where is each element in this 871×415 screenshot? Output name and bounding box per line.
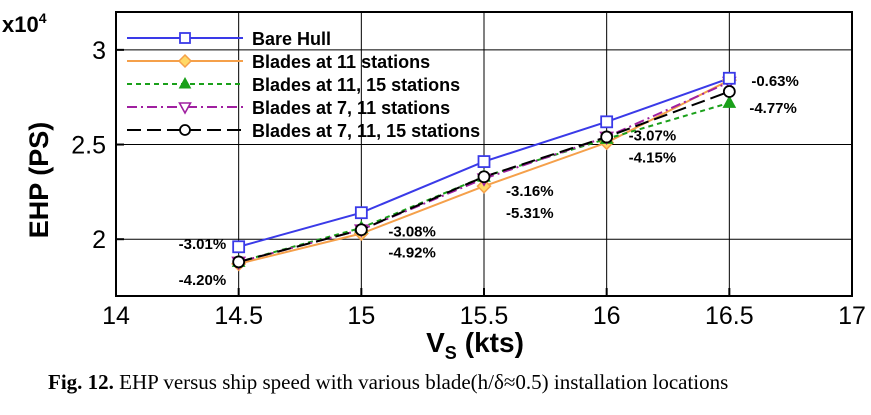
annotation-layer: -3.01% -4.20% -3.08% -4.92% -3.16% -5.31% -3.0… — [179, 73, 799, 289]
percent-annotation: -4.77% — [749, 100, 797, 117]
data-point — [600, 130, 614, 144]
legend-label: Blades at 7, 11 stations — [252, 98, 450, 118]
y-axis-label: EHP (PS) — [24, 122, 54, 239]
legend-marker — [178, 76, 192, 89]
percent-annotation: -4.92% — [388, 245, 436, 262]
percent-annotation: -4.15% — [629, 150, 677, 167]
data-point — [600, 115, 614, 129]
legend-marker — [178, 102, 192, 115]
x-tick-label: 15.5 — [460, 302, 509, 330]
x-tick-label: 14.5 — [214, 302, 263, 330]
x-axis-label: VS (kts) — [426, 327, 524, 363]
series-line — [238, 101, 730, 263]
data-point — [722, 71, 736, 85]
marker-layer — [231, 71, 737, 272]
legend-marker — [179, 32, 191, 44]
y-tick-label: 2 — [92, 226, 106, 254]
figure-caption: Fig. 12. EHP versus ship speed with vari… — [48, 370, 848, 395]
legend-label: Blades at 7, 11, 15 stations — [252, 121, 480, 141]
caption-label: Fig. 12. — [48, 370, 114, 394]
legend-label: Blades at 11, 15 stations — [252, 75, 460, 95]
percent-annotation: -3.08% — [388, 224, 436, 241]
percent-annotation: -3.01% — [179, 236, 227, 253]
legend-marker — [177, 53, 193, 69]
y-multiplier: x104 — [2, 10, 47, 37]
x-tick-label: 17 — [838, 302, 866, 330]
x-tick-label: 16 — [593, 302, 621, 330]
x-tick-label: 14 — [102, 302, 130, 330]
x-tick-label: 16.5 — [705, 302, 754, 330]
legend-marker — [179, 124, 191, 136]
legend-label: Blades at 11 stations — [252, 52, 430, 72]
data-point — [477, 170, 491, 184]
data-point — [354, 206, 368, 220]
legend: Bare Hull Blades at 11 stations Blades at … — [127, 29, 480, 141]
y-tick-label: 2.5 — [71, 132, 106, 160]
data-point — [722, 85, 736, 98]
x-tick-label: 15 — [347, 302, 375, 330]
tick-layer: 14 14.5 15 15.5 16 16.5 17 2 2.5 3 — [71, 37, 866, 330]
data-point — [354, 223, 368, 237]
y-multiplier-exponent: 4 — [39, 10, 47, 26]
x-axis-label-subscript: S — [445, 343, 457, 363]
y-multiplier-base: x10 — [2, 12, 39, 37]
data-point — [477, 155, 491, 168]
grid — [116, 12, 852, 296]
data-point — [232, 240, 246, 254]
legend-label: Bare Hull — [252, 29, 331, 49]
percent-annotation: -0.63% — [751, 73, 799, 90]
percent-annotation: -4.20% — [179, 272, 227, 289]
percent-annotation: -3.07% — [629, 128, 677, 145]
x-axis-label-unit: (kts) — [465, 327, 524, 358]
caption-text: EHP versus ship speed with various blade… — [119, 370, 729, 394]
x-axis-label-main: V — [426, 327, 445, 358]
data-point — [722, 95, 737, 108]
percent-annotation: -5.31% — [506, 205, 554, 222]
percent-annotation: -3.16% — [506, 183, 554, 200]
data-point — [232, 255, 246, 269]
y-tick-label: 3 — [92, 37, 106, 65]
